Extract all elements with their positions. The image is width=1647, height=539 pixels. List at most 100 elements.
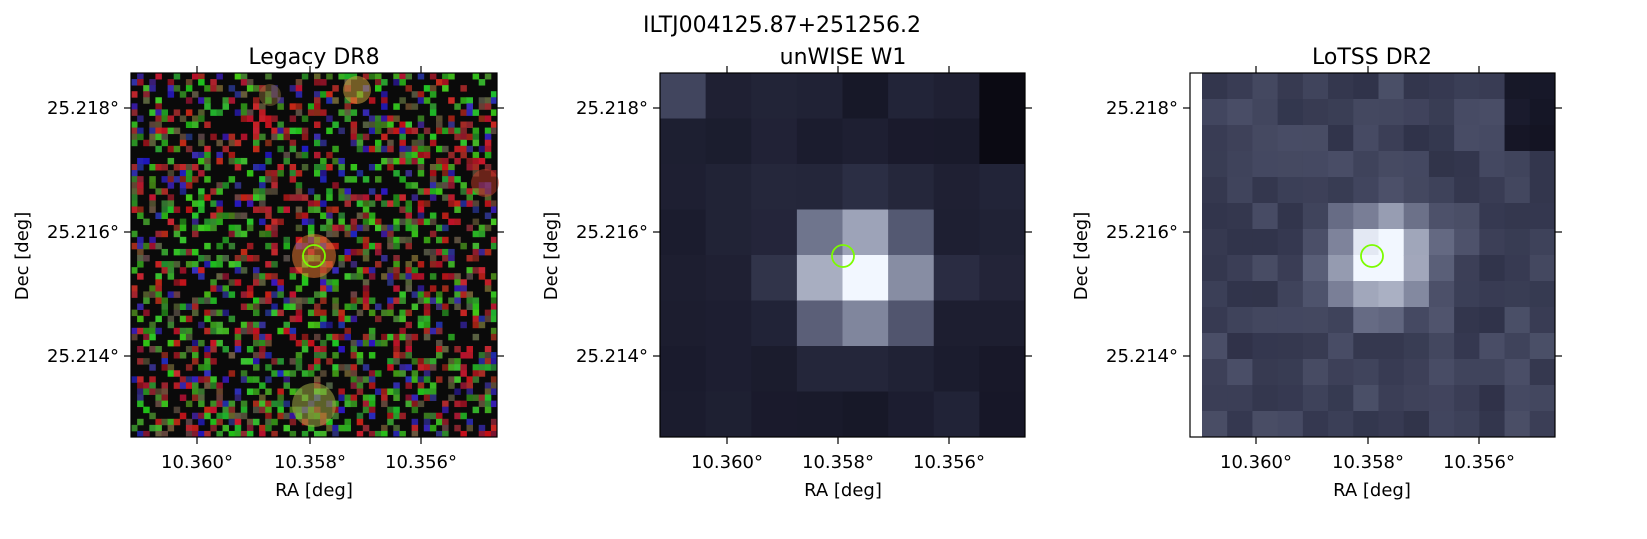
image-pixel: [1403, 99, 1430, 126]
image-pixel: [192, 412, 199, 420]
image-pixel: [149, 182, 156, 189]
image-pixel: [933, 391, 980, 438]
image-pixel: [405, 218, 412, 226]
image-pixel: [478, 424, 486, 432]
image-pixel: [253, 327, 260, 335]
image-pixel: [490, 327, 498, 335]
image-pixel: [350, 364, 358, 371]
image-pixel: [454, 291, 461, 298]
image-pixel: [429, 194, 437, 201]
image-pixel: [167, 261, 175, 268]
image-pixel: [234, 424, 242, 432]
image-pixel: [161, 212, 168, 219]
image-pixel: [198, 97, 205, 104]
image-pixel: [155, 212, 162, 219]
image-pixel: [381, 255, 388, 262]
image-pixel: [1428, 229, 1455, 256]
image-pixel: [222, 273, 229, 280]
image-pixel: [179, 267, 187, 274]
image-pixel: [320, 79, 327, 86]
image-pixel: [393, 370, 400, 377]
image-pixel: [222, 236, 229, 244]
image-pixel: [933, 209, 980, 256]
image-pixel: [405, 279, 412, 286]
image-pixel: [185, 333, 193, 341]
image-pixel: [454, 358, 461, 365]
image-pixel: [155, 285, 162, 292]
image-pixel: [320, 321, 327, 329]
image-pixel: [399, 79, 406, 86]
image-pixel: [173, 370, 181, 377]
image-pixel: [375, 218, 382, 226]
image-pixel: [417, 273, 425, 280]
image-pixel: [283, 382, 290, 389]
image-pixel: [234, 157, 242, 165]
image-pixel: [362, 333, 370, 341]
image-pixel: [198, 151, 205, 159]
image-pixel: [234, 327, 242, 335]
image-pixel: [320, 224, 327, 232]
image-pixel: [198, 376, 205, 383]
image-pixel: [417, 291, 425, 298]
image-pixel: [454, 303, 461, 310]
image-pixel: [228, 133, 236, 141]
image-pixel: [423, 327, 431, 335]
image-pixel: [1529, 229, 1556, 256]
image-pixel: [405, 127, 412, 135]
image-pixel: [137, 255, 144, 262]
image-pixel: [1277, 307, 1304, 334]
image-pixel: [399, 127, 406, 135]
image-pixel: [210, 376, 217, 383]
image-pixel: [1328, 151, 1354, 178]
image-pixel: [442, 85, 449, 92]
image-pixel: [173, 164, 181, 171]
image-pixel: [192, 151, 199, 159]
image-pixel: [466, 394, 473, 401]
image-pixel: [436, 236, 443, 244]
image-pixel: [155, 273, 162, 280]
image-pixel: [393, 388, 400, 395]
image-pixel: [228, 418, 236, 426]
image-pixel: [173, 279, 181, 286]
image-pixel: [253, 133, 260, 141]
image-pixel: [234, 182, 242, 189]
image-pixel: [356, 339, 364, 347]
image-pixel: [1403, 73, 1430, 100]
image-pixel: [155, 230, 162, 238]
image-pixel: [246, 85, 254, 92]
image-pixel: [399, 309, 406, 317]
image-pixel: [216, 327, 223, 335]
image-pixel: [490, 376, 498, 383]
image-pixel: [1227, 73, 1253, 100]
image-pixel: [417, 115, 425, 122]
y-axis-label: Dec [deg]: [1071, 212, 1092, 301]
image-pixel: [490, 315, 498, 323]
image-pixel: [314, 133, 321, 141]
image-pixel: [405, 103, 412, 110]
image-pixel: [436, 121, 443, 128]
image-pixel: [405, 309, 412, 317]
image-pixel: [1202, 359, 1228, 386]
image-pixel: [1202, 73, 1228, 100]
image-pixel: [240, 73, 248, 80]
image-pixel: [314, 206, 321, 213]
image-pixel: [155, 394, 162, 401]
image-pixel: [338, 212, 345, 219]
image-pixel: [192, 176, 199, 183]
image-pixel: [216, 412, 223, 420]
image-pixel: [979, 164, 1026, 210]
image-pixel: [301, 218, 309, 226]
image-pixel: [387, 303, 394, 310]
image-pixel: [234, 164, 242, 171]
image-pixel: [338, 406, 345, 414]
image-pixel: [301, 273, 309, 280]
image-pixel: [1353, 73, 1379, 100]
image-pixel: [460, 133, 467, 141]
image-pixel: [246, 79, 254, 86]
image-pixel: [234, 430, 242, 438]
image-pixel: [179, 164, 187, 171]
image-pixel: [155, 188, 162, 195]
image-pixel: [259, 382, 266, 389]
image-pixel: [362, 73, 370, 80]
